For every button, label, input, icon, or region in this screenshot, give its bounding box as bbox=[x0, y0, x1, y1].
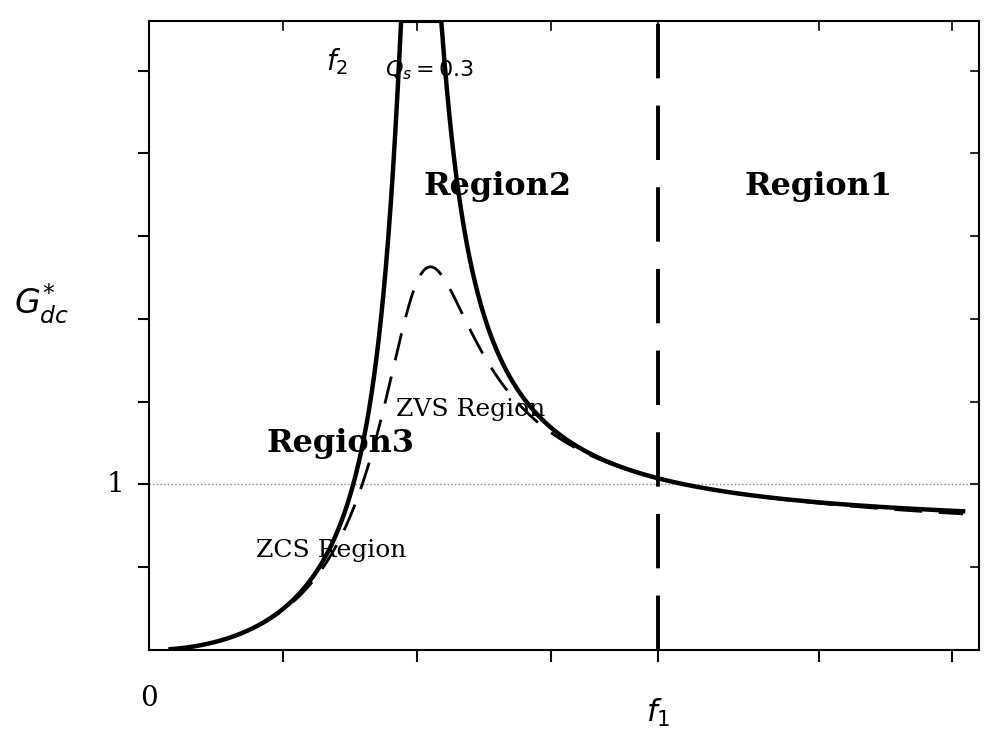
Text: $f_2$: $f_2$ bbox=[326, 46, 348, 77]
Text: Region1: Region1 bbox=[744, 171, 893, 202]
Text: 0: 0 bbox=[140, 685, 158, 712]
Text: 1: 1 bbox=[107, 471, 124, 498]
Text: $G_{dc}^{*}$: $G_{dc}^{*}$ bbox=[14, 282, 69, 326]
Text: ZCS Region: ZCS Region bbox=[256, 539, 407, 562]
Text: Region3: Region3 bbox=[267, 427, 415, 459]
Text: $f_1$: $f_1$ bbox=[646, 698, 670, 730]
Text: $Q_s=0.3$: $Q_s=0.3$ bbox=[385, 59, 474, 82]
Text: Region2: Region2 bbox=[423, 171, 571, 202]
Text: ZVS Region: ZVS Region bbox=[396, 398, 545, 421]
